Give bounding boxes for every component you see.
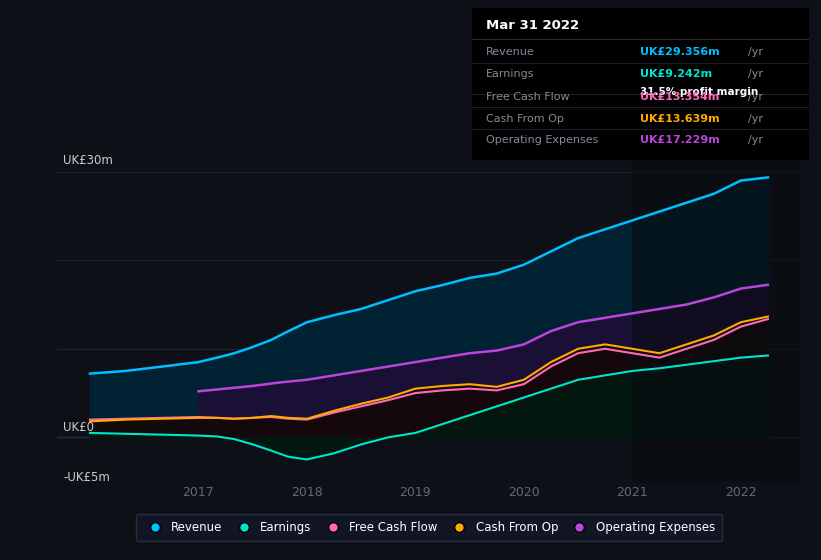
Text: Earnings: Earnings	[485, 69, 534, 79]
Text: Free Cash Flow: Free Cash Flow	[485, 92, 569, 102]
Text: 31.5% profit margin: 31.5% profit margin	[640, 87, 759, 96]
Text: /yr: /yr	[748, 92, 763, 102]
Text: UK£13.639m: UK£13.639m	[640, 114, 720, 124]
Text: /yr: /yr	[748, 135, 763, 145]
Text: UK£9.242m: UK£9.242m	[640, 69, 713, 79]
Bar	[632, 154, 821, 482]
Text: Mar 31 2022: Mar 31 2022	[485, 19, 579, 32]
Text: Revenue: Revenue	[485, 47, 534, 57]
Legend: Revenue, Earnings, Free Cash Flow, Cash From Op, Operating Expenses: Revenue, Earnings, Free Cash Flow, Cash …	[135, 514, 722, 541]
Text: -UK£5m: -UK£5m	[63, 470, 110, 484]
Text: /yr: /yr	[748, 114, 763, 124]
Text: UK£29.356m: UK£29.356m	[640, 47, 720, 57]
Text: Cash From Op: Cash From Op	[485, 114, 563, 124]
Text: UK£30m: UK£30m	[63, 155, 112, 167]
Text: Operating Expenses: Operating Expenses	[485, 135, 598, 145]
Text: UK£13.354m: UK£13.354m	[640, 92, 720, 102]
Text: /yr: /yr	[748, 69, 763, 79]
Text: UK£0: UK£0	[63, 421, 94, 434]
Text: UK£17.229m: UK£17.229m	[640, 135, 720, 145]
Text: /yr: /yr	[748, 47, 763, 57]
